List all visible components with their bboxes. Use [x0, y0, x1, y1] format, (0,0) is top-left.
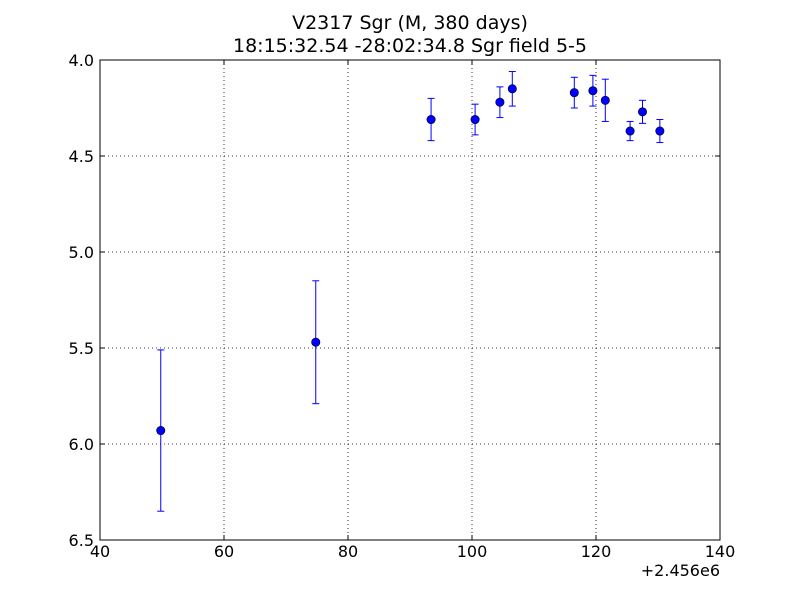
x-tick-label: 100 — [457, 542, 488, 561]
x-tick-label: 60 — [214, 542, 234, 561]
chart-subtitle: 18:15:32.54 -28:02:34.8 Sgr field 5-5 — [233, 35, 587, 57]
data-point — [426, 115, 436, 125]
y-tick-label: 6.5 — [69, 531, 94, 550]
data-point — [655, 126, 665, 136]
plot-frame — [99, 59, 721, 541]
data-point — [470, 115, 480, 125]
x-tick-label: 120 — [581, 542, 612, 561]
y-tick-label: 5.0 — [69, 243, 94, 262]
x-tick-label: 40 — [90, 542, 110, 561]
grid — [100, 60, 720, 540]
x-offset-label: +2.456e6 — [641, 561, 720, 580]
data-points — [156, 71, 665, 512]
data-point — [588, 86, 598, 96]
y-tick-label: 6.0 — [69, 435, 94, 454]
x-tick-label: 140 — [705, 542, 736, 561]
data-point — [637, 107, 647, 117]
data-point — [495, 97, 505, 107]
y-tick-label: 4.0 — [69, 51, 94, 70]
data-point — [507, 84, 517, 94]
chart-title: V2317 Sgr (M, 380 days) — [292, 12, 528, 34]
axis-ticks: 40 60 80 100 120 140 4.0 4.5 5.0 5.5 6.0 6.5 — [69, 51, 736, 561]
data-point — [600, 95, 610, 105]
y-tick-label: 4.5 — [69, 147, 94, 166]
x-tick-label: 80 — [338, 542, 358, 561]
data-point — [569, 88, 579, 98]
data-point — [625, 126, 635, 136]
data-point — [311, 337, 321, 347]
data-point — [156, 426, 166, 436]
y-tick-label: 5.5 — [69, 339, 94, 358]
